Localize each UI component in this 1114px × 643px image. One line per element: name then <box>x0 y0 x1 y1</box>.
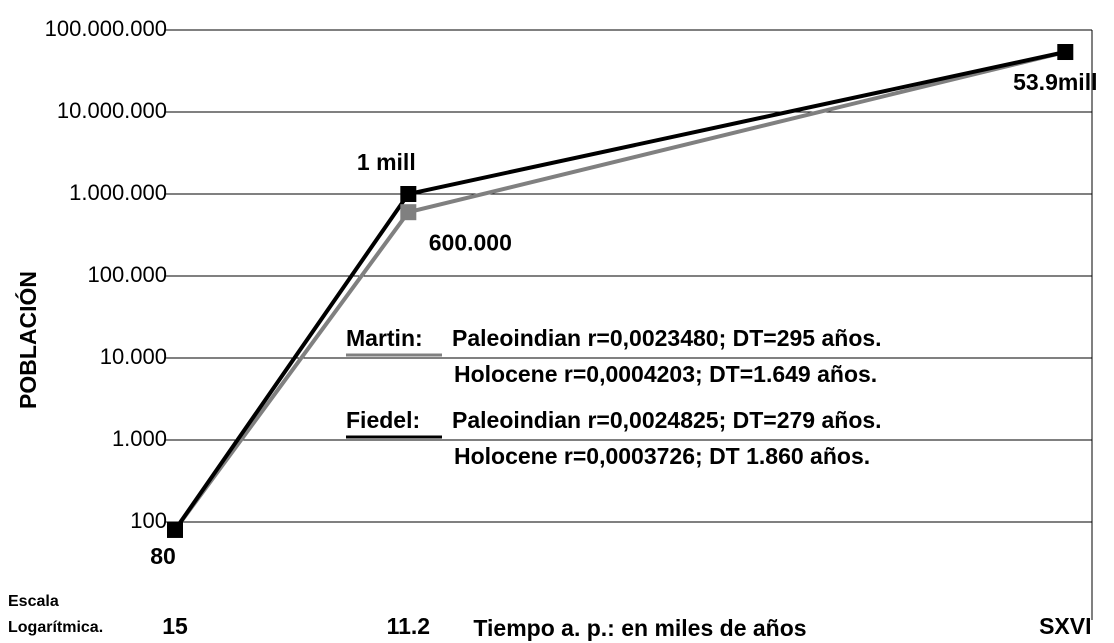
marker <box>400 204 417 221</box>
marker <box>400 186 417 202</box>
legend-label: Martin: <box>346 325 423 351</box>
x-tick-label: 15 <box>162 613 188 639</box>
y-tick-label: 100.000.000 <box>45 16 167 41</box>
scale-note: Logarítmica. <box>8 619 103 636</box>
data-label: 53.9mill <box>1013 69 1097 95</box>
legend-label: Fiedel: <box>346 407 420 433</box>
y-axis-label: POBLACIÓN <box>14 271 41 409</box>
data-label: 600.000 <box>429 229 512 255</box>
scale-note: Escala <box>8 593 59 610</box>
marker <box>1057 44 1074 61</box>
data-label: 80 <box>150 543 176 569</box>
x-axis-label: Tiempo a. p.: en miles de años <box>473 615 806 641</box>
marker <box>167 521 183 538</box>
y-tick-label: 100 <box>130 508 167 533</box>
y-tick-label: 100.000 <box>87 262 167 287</box>
y-tick-label: 1.000.000 <box>69 180 167 205</box>
y-tick-label: 10.000.000 <box>57 98 167 123</box>
annotation: Paleoindian r=0,0024825; DT=279 años. <box>452 407 882 433</box>
y-tick-label: 1.000 <box>112 426 167 451</box>
annotation: Holocene r=0,0003726; DT 1.860 años. <box>454 443 870 469</box>
x-tick-label: SXVI <box>1039 613 1091 639</box>
annotation: Holocene r=0,0004203; DT=1.649 años. <box>454 361 877 387</box>
x-tick-label: 11.2 <box>387 613 431 639</box>
data-label: 1 mill <box>357 149 416 175</box>
annotation: Paleoindian r=0,0023480; DT=295 años. <box>452 325 882 351</box>
y-tick-label: 10.000 <box>100 344 167 369</box>
